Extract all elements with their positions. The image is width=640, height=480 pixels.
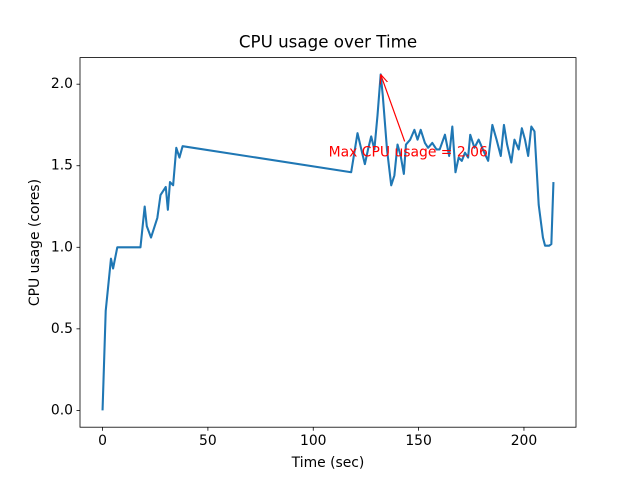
data-line: [101, 73, 555, 411]
y-tick-label: 1.5: [51, 158, 73, 174]
y-axis-label: CPU usage (cores): [27, 179, 43, 306]
x-tick-label: 100: [300, 433, 327, 449]
y-tick-label: 0.0: [51, 402, 73, 418]
annotation-arrow: [381, 74, 406, 142]
x-axis-label: Time (sec): [291, 455, 365, 471]
y-tick-label: 1.0: [51, 239, 73, 255]
x-tick-label: 200: [511, 433, 538, 449]
x-tick-label: 150: [405, 433, 432, 449]
annotation-text: Max CPU usage = 2.06: [329, 144, 488, 160]
y-tick-label: 0.5: [51, 321, 73, 337]
x-tick-label: 0: [98, 433, 107, 449]
y-tick-label: 2.0: [51, 76, 73, 92]
axes-frame: [79, 57, 577, 428]
x-tick-label: 50: [199, 433, 217, 449]
chart-title: CPU usage over Time: [239, 32, 417, 52]
